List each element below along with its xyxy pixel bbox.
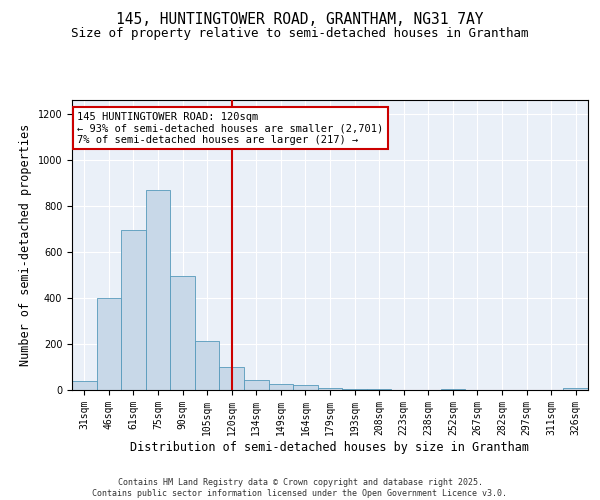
Bar [220,367,244,390]
Bar [269,384,293,390]
Bar [367,389,391,390]
X-axis label: Distribution of semi-detached houses by size in Grantham: Distribution of semi-detached houses by … [131,440,530,454]
Bar [293,386,318,390]
Bar [97,298,121,390]
Bar [170,276,195,390]
Bar [244,380,269,390]
Bar [146,190,170,390]
Text: 145 HUNTINGTOWER ROAD: 120sqm
← 93% of semi-detached houses are smaller (2,701)
: 145 HUNTINGTOWER ROAD: 120sqm ← 93% of s… [77,112,383,145]
Bar [342,389,367,390]
Text: Contains HM Land Registry data © Crown copyright and database right 2025.
Contai: Contains HM Land Registry data © Crown c… [92,478,508,498]
Text: Size of property relative to semi-detached houses in Grantham: Size of property relative to semi-detach… [71,28,529,40]
Y-axis label: Number of semi-detached properties: Number of semi-detached properties [19,124,32,366]
Bar [563,388,588,390]
Bar [72,381,97,390]
Text: 145, HUNTINGTOWER ROAD, GRANTHAM, NG31 7AY: 145, HUNTINGTOWER ROAD, GRANTHAM, NG31 7… [116,12,484,28]
Bar [195,340,220,390]
Bar [121,230,146,390]
Bar [440,389,465,390]
Bar [318,388,342,390]
